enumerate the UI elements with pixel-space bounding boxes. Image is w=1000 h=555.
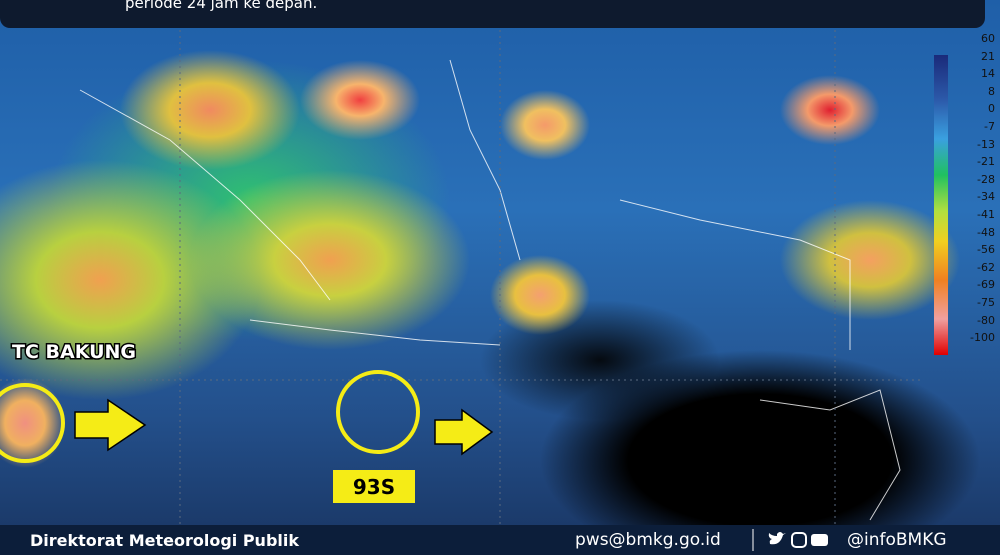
colorbar-label: 14 xyxy=(981,67,995,81)
email: pws@bmkg.go.id xyxy=(575,530,721,550)
colorbar-labels: 60 21 14 8 0 -7 -13 -21 -28 -34 -41 -48 -56 -62 -69 -75… xyxy=(950,30,995,370)
banner: periode 24 jam ke depan. xyxy=(0,0,985,28)
colorbar-label: -21 xyxy=(977,155,995,169)
arrow xyxy=(74,398,147,452)
banner-text: periode 24 jam ke depan. xyxy=(125,0,318,12)
colorbar-label: -62 xyxy=(977,260,995,274)
colorbar-label: 60 xyxy=(981,32,995,45)
social-icons xyxy=(752,529,828,551)
colorbar-label: -41 xyxy=(977,208,995,221)
cyclone-label: TC BAKUNG xyxy=(12,341,136,363)
system-circle xyxy=(336,370,420,454)
colorbar-label: -28 xyxy=(977,172,995,186)
colorbar-label: -69 xyxy=(977,278,995,292)
colorbar-label: -7 xyxy=(984,120,995,133)
cyclone-circle xyxy=(0,383,65,463)
twitter-icon xyxy=(768,532,786,545)
footer: Direktorat Meteorologi Publik pws@bmkg.g… xyxy=(0,525,1000,555)
colorbar-label: 0 xyxy=(988,102,995,116)
colorbar-label: -56 xyxy=(977,243,995,257)
graticule xyxy=(0,30,920,525)
handle: @infoBMKG xyxy=(847,530,947,550)
colorbar-label: -100 xyxy=(970,331,995,345)
colorbar-label: 8 xyxy=(988,84,995,98)
colorbar-label: 21 xyxy=(981,49,995,63)
instagram-icon xyxy=(791,532,807,548)
youtube-icon xyxy=(811,534,828,546)
colorbar-label: -80 xyxy=(977,313,995,327)
label-box xyxy=(333,470,415,503)
org-name: Direktorat Meteorologi Publik xyxy=(30,531,300,550)
colorbar xyxy=(934,55,948,355)
overlay: TC BAKUNG 93S xyxy=(0,30,920,525)
satellite-map xyxy=(0,0,1000,525)
colorbar-label: -75 xyxy=(977,296,995,309)
system-label: 93S xyxy=(353,475,395,499)
colorbar-label: -48 xyxy=(977,225,995,239)
colorbar-label: -13 xyxy=(977,137,995,151)
coastlines xyxy=(79,59,901,521)
arrow xyxy=(434,408,494,456)
colorbar-label: -34 xyxy=(977,190,995,204)
